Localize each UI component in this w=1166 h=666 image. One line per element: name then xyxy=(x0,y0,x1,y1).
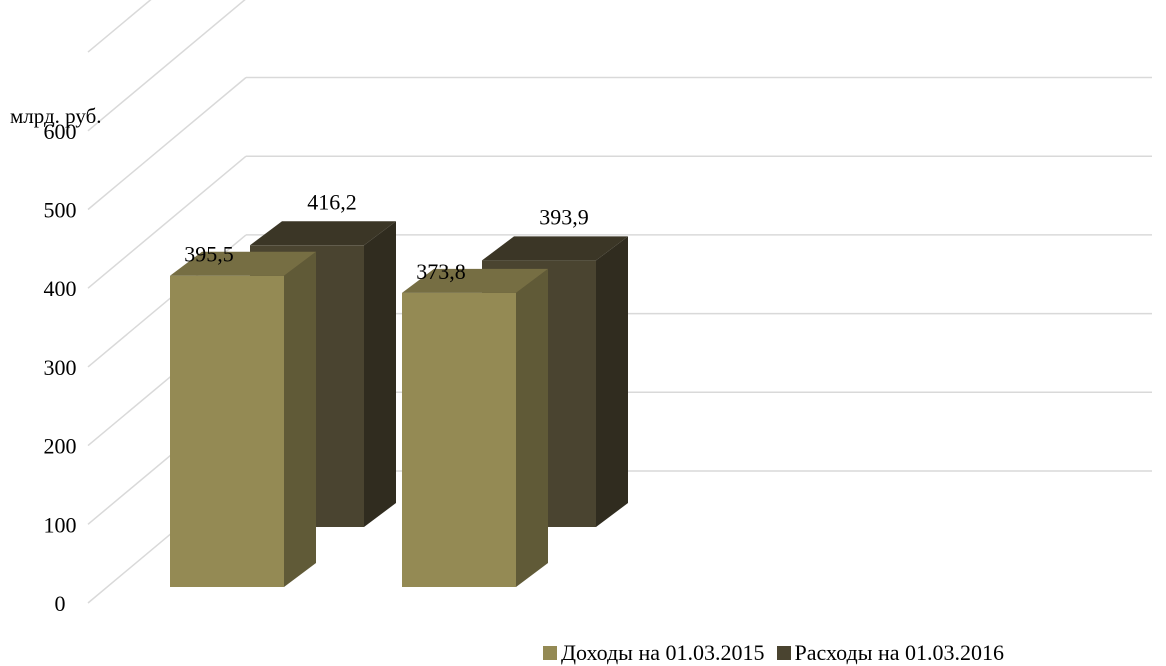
y-tick-label: 100 xyxy=(44,512,77,537)
y-tick-label: 0 xyxy=(55,591,66,616)
legend-label-expenses: Расходы на 01.03.2016 xyxy=(794,640,1005,665)
legend-swatch-income xyxy=(543,646,557,660)
y-tick-label: 500 xyxy=(44,198,77,223)
gridline xyxy=(87,0,152,53)
legend-item-income: Доходы на 01.03.2015 xyxy=(543,640,765,666)
y-tick-label: 200 xyxy=(44,434,77,459)
y-tick-label: 600 xyxy=(44,119,77,144)
bar-income xyxy=(402,268,548,587)
y-tick-label: 400 xyxy=(44,276,77,301)
data-labels: 416,2 393,9 395,5 373,8 xyxy=(184,189,589,284)
y-tick-label: 300 xyxy=(44,355,77,380)
gridline xyxy=(87,0,246,132)
legend-label-income: Доходы на 01.03.2015 xyxy=(561,640,765,665)
bars-layer xyxy=(170,221,628,587)
data-label: 393,9 xyxy=(539,204,589,229)
gridline xyxy=(87,155,1152,289)
bar-income xyxy=(170,251,316,587)
legend: Доходы на 01.03.2015 Расходы на 01.03.20… xyxy=(543,640,1016,666)
gridline xyxy=(87,76,1152,211)
data-label: 416,2 xyxy=(307,189,357,214)
grid-layer xyxy=(87,0,1152,604)
legend-swatch-expenses xyxy=(776,646,791,660)
y-axis-label: млрд. руб. xyxy=(10,104,102,128)
data-label: 373,8 xyxy=(416,259,466,284)
legend-item-expenses: Расходы на 01.03.2016 xyxy=(776,640,1005,666)
y-axis-ticks: 0 100 200 300 400 500 600 xyxy=(44,119,77,616)
data-label: 395,5 xyxy=(184,242,234,267)
